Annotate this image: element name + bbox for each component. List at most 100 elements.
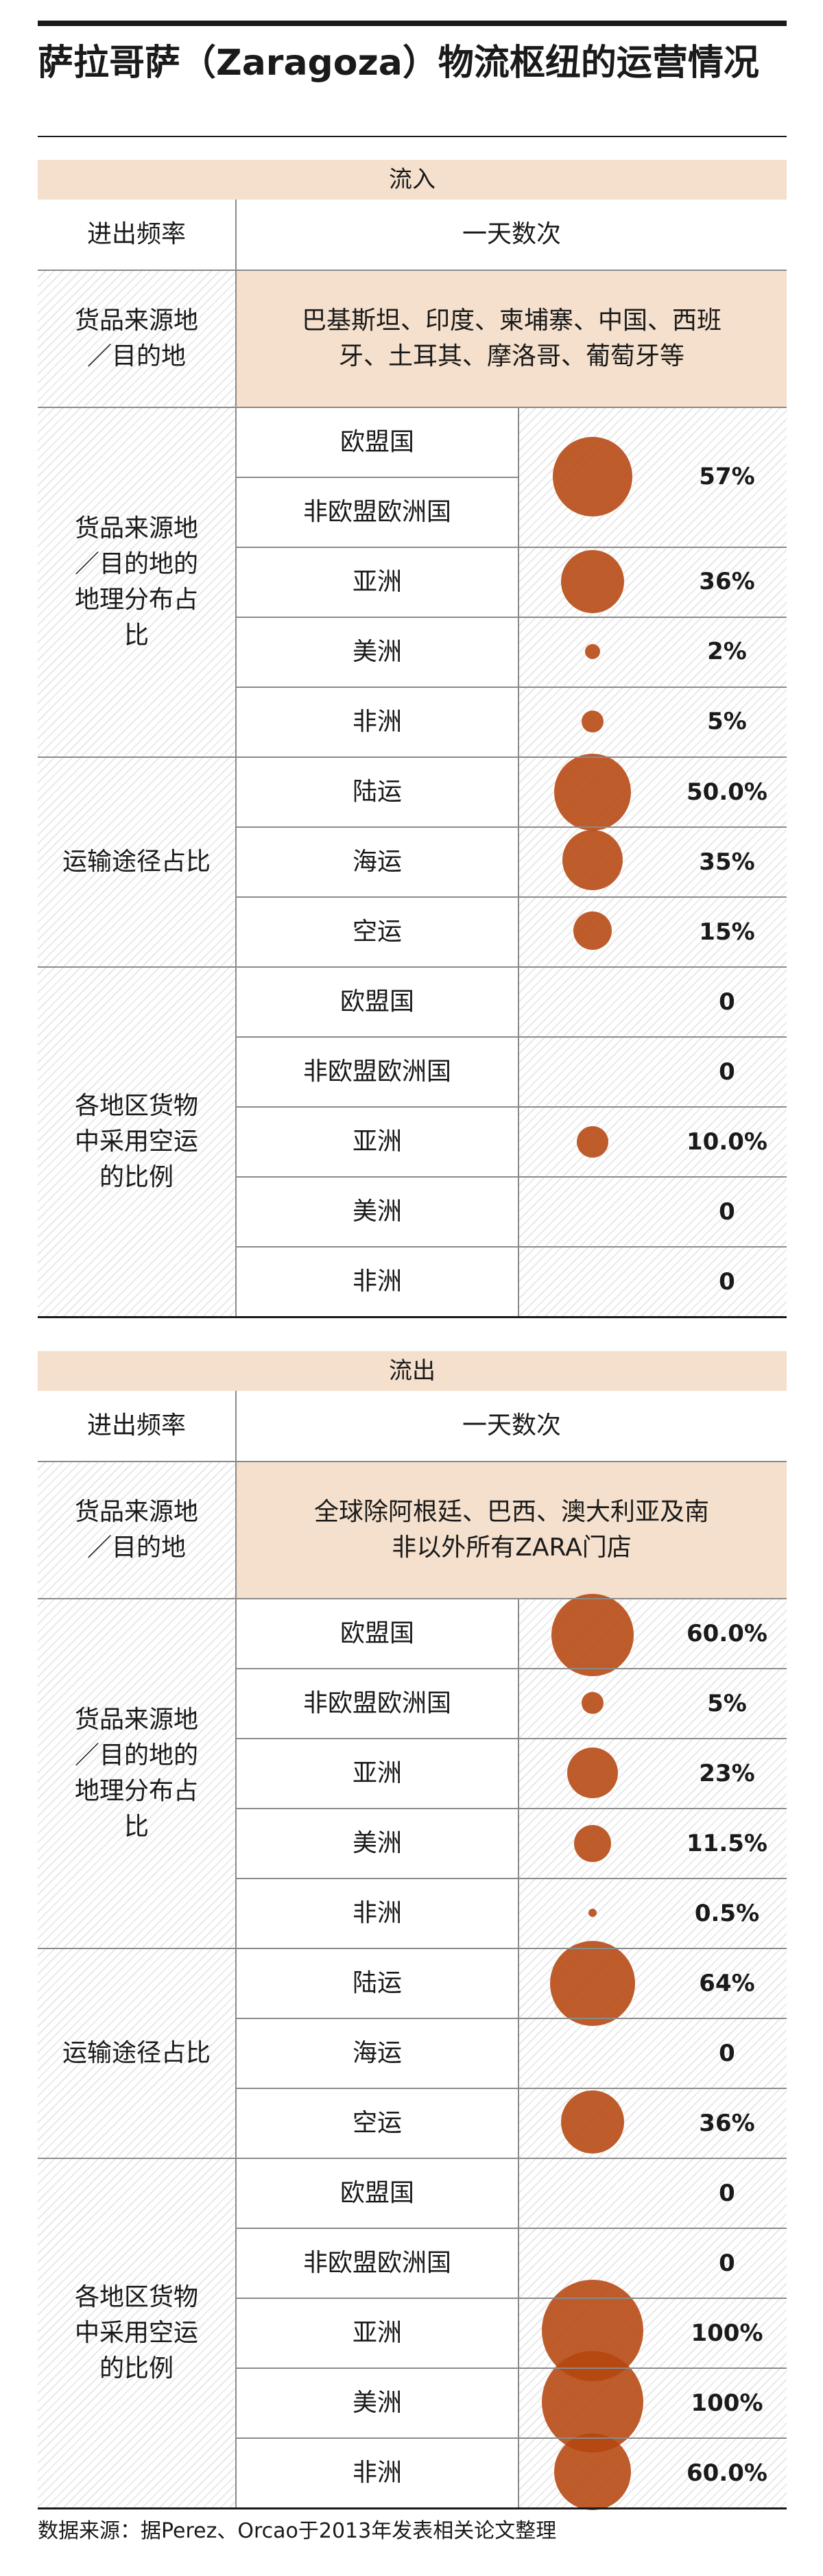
percent-label: 0 bbox=[719, 2180, 735, 2207]
outflow-section: 流出 进出频率 一天数次 货品来源地／目的地 全球除阿根廷、巴西、澳大利亚及南非… bbox=[38, 1351, 787, 2510]
air-region-label: 亚洲 bbox=[352, 1127, 402, 1156]
transport-label: 运输途径占比 bbox=[38, 1949, 235, 2158]
frequency-value: 一天数次 bbox=[462, 219, 561, 248]
bubble bbox=[550, 1941, 635, 2026]
percent-label: 0.5% bbox=[694, 1900, 760, 1927]
divider bbox=[237, 1106, 787, 1108]
air-region-label: 非欧盟欧洲国 bbox=[302, 2248, 451, 2277]
percent-label: 0 bbox=[719, 988, 735, 1016]
transport-mode-label: 陆运 bbox=[352, 1968, 402, 1997]
origin-label: 货品来源地／目的地 bbox=[38, 1462, 235, 1598]
transport-mode-label: 空运 bbox=[352, 917, 402, 946]
divider bbox=[38, 2158, 787, 2159]
divider bbox=[235, 1391, 237, 2507]
percent-label: 36% bbox=[699, 568, 755, 595]
top-rule bbox=[38, 21, 787, 26]
divider bbox=[237, 687, 787, 688]
air-share-label: 各地区货物中采用空运的比例 bbox=[38, 968, 235, 1316]
percent-label: 10.0% bbox=[687, 1128, 767, 1156]
region-label: 非洲 bbox=[352, 707, 402, 736]
percent-label: 100% bbox=[691, 2319, 763, 2347]
region-label: 非欧盟欧洲国 bbox=[302, 497, 451, 526]
divider bbox=[237, 896, 787, 898]
region-label: 美洲 bbox=[352, 1828, 402, 1857]
percent-label: 60.0% bbox=[687, 2459, 767, 2487]
bubble bbox=[567, 1748, 618, 1798]
bubble bbox=[573, 911, 612, 950]
divider bbox=[38, 407, 787, 408]
bubble bbox=[582, 711, 604, 732]
bubble bbox=[554, 754, 631, 831]
divider bbox=[518, 1599, 519, 2507]
bubble bbox=[585, 644, 600, 659]
divider bbox=[237, 1036, 787, 1038]
percent-label: 23% bbox=[699, 1760, 755, 1787]
region-label: 非欧盟欧洲国 bbox=[302, 1689, 451, 1717]
divider bbox=[237, 547, 787, 548]
percent-label: 0 bbox=[719, 1198, 735, 1226]
bubble-column bbox=[519, 968, 787, 1316]
frequency-label: 进出频率 bbox=[86, 219, 186, 248]
origin-value: 全球除阿根廷、巴西、澳大利亚及南非以外所有ZARA门店 bbox=[237, 1462, 787, 1598]
distribution-label: 货品来源地／目的地的地理分布占比 bbox=[38, 1599, 235, 1948]
divider bbox=[237, 2298, 787, 2299]
divider bbox=[38, 1598, 787, 1599]
bubble bbox=[561, 2090, 624, 2154]
percent-label: 36% bbox=[699, 2110, 755, 2137]
divider bbox=[237, 826, 787, 828]
percent-label: 2% bbox=[707, 638, 747, 665]
divider bbox=[237, 2018, 787, 2019]
divider bbox=[38, 756, 787, 758]
region-label: 非洲 bbox=[352, 1898, 402, 1927]
origin-value: 巴基斯坦、印度、柬埔寨、中国、西班牙、土耳其、摩洛哥、葡萄牙等 bbox=[237, 271, 787, 407]
origin-label: 货品来源地／目的地 bbox=[38, 271, 235, 407]
percent-label: 0 bbox=[719, 1268, 735, 1296]
percent-label: 11.5% bbox=[687, 1830, 767, 1857]
transport-label: 运输途径占比 bbox=[38, 758, 235, 966]
page-title: 萨拉哥萨（Zaragoza）物流枢纽的运营情况 bbox=[38, 43, 759, 84]
inflow-section: 流入 进出频率 一天数次 货品来源地／目的地 巴基斯坦、印度、柬埔寨、中国、西班… bbox=[38, 160, 787, 1363]
bubble bbox=[554, 2433, 631, 2510]
bubble bbox=[553, 437, 632, 516]
air-region-label: 非洲 bbox=[352, 1267, 402, 1296]
bubble bbox=[577, 1126, 608, 1158]
divider bbox=[518, 408, 519, 1316]
bubble bbox=[582, 1692, 604, 1714]
transport-mode-label: 空运 bbox=[352, 2108, 402, 2137]
region-label: 欧盟国 bbox=[339, 427, 414, 456]
air-region-label: 亚洲 bbox=[352, 2318, 402, 2347]
title-rule bbox=[38, 136, 787, 137]
percent-label: 57% bbox=[699, 463, 755, 490]
divider bbox=[237, 1246, 787, 1248]
divider bbox=[38, 1948, 787, 1949]
frequency-label: 进出频率 bbox=[86, 1411, 186, 1440]
frequency-value: 一天数次 bbox=[462, 1411, 561, 1440]
divider bbox=[237, 617, 787, 618]
percent-label: 50.0% bbox=[687, 778, 767, 806]
bubble bbox=[574, 1825, 611, 1862]
distribution-label: 货品来源地／目的地的地理分布占比 bbox=[38, 408, 235, 756]
bubble bbox=[562, 830, 623, 890]
divider bbox=[237, 2437, 787, 2439]
percent-label: 15% bbox=[699, 918, 755, 946]
inflow-header: 流入 bbox=[38, 160, 787, 200]
bubble bbox=[588, 1909, 597, 1917]
divider bbox=[237, 2228, 787, 2229]
transport-mode-label: 陆运 bbox=[352, 777, 402, 806]
percent-label: 100% bbox=[691, 2389, 763, 2417]
air-region-label: 美洲 bbox=[352, 1197, 402, 1226]
air-region-label: 美洲 bbox=[352, 2388, 402, 2417]
divider bbox=[38, 966, 787, 968]
air-region-label: 欧盟国 bbox=[339, 2178, 414, 2207]
air-region-label: 非洲 bbox=[352, 2458, 402, 2487]
percent-label: 5% bbox=[707, 1690, 747, 1717]
divider bbox=[237, 1878, 787, 1879]
divider bbox=[38, 1461, 787, 1462]
percent-label: 0 bbox=[719, 2040, 735, 2067]
divider bbox=[237, 477, 519, 478]
percent-label: 0 bbox=[719, 1058, 735, 1086]
percent-label: 0 bbox=[719, 2250, 735, 2277]
divider bbox=[235, 200, 237, 1316]
outflow-header: 流出 bbox=[38, 1351, 787, 1391]
bubble bbox=[561, 550, 624, 613]
